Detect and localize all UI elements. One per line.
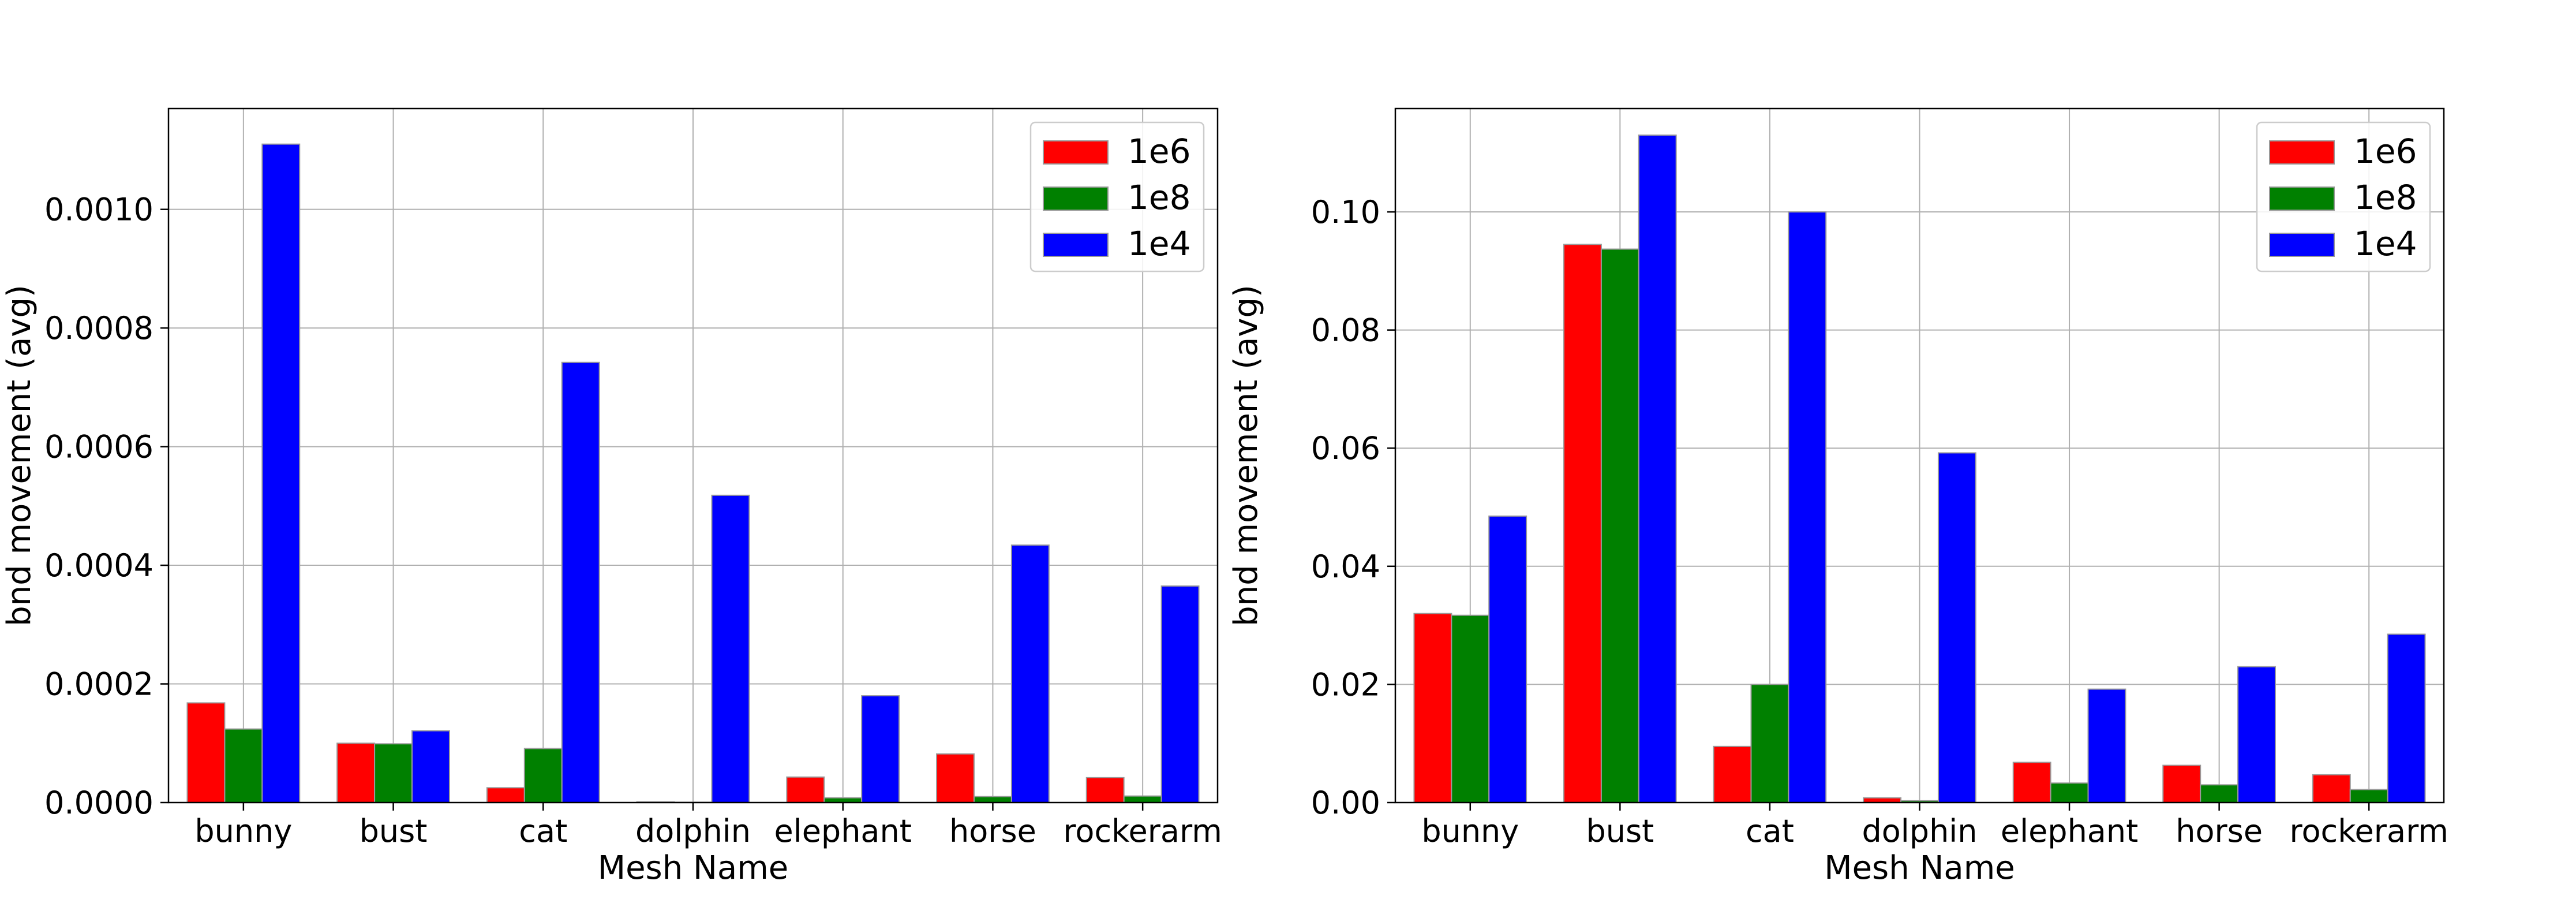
bar-1e6-bunny xyxy=(186,702,226,804)
bar-1e6-horse xyxy=(936,753,975,804)
legend-swatch-1e6 xyxy=(1043,140,1109,165)
bar-1e8-horse xyxy=(973,796,1012,803)
x-tick-label: horse xyxy=(2176,813,2263,849)
y-tick-label: 0.0010 xyxy=(44,192,153,228)
bar-1e4-bust xyxy=(1638,135,1677,803)
y-tick-label: 0.0002 xyxy=(44,666,153,703)
y-tick-label: 0.0004 xyxy=(44,547,153,584)
bar-1e4-horse xyxy=(1010,544,1050,804)
y-axis-label: bnd movement (avg) xyxy=(1,285,38,626)
x-tick-label: elephant xyxy=(774,813,911,849)
legend-label-1e6: 1e6 xyxy=(1128,132,1191,171)
chart-panel-2: 0.00 0.02 0.04 0.06 0.08 0.10 bunny bust cat dolp… xyxy=(1227,107,2448,887)
y-axis-label: bnd movement (avg) xyxy=(1227,285,1265,626)
x-tick-label: bunny xyxy=(194,813,292,849)
legend-label-1e4: 1e4 xyxy=(1128,224,1191,263)
y-tick-label: 0.06 xyxy=(1311,430,1380,467)
legend-label-1e8: 1e8 xyxy=(2354,178,2417,217)
x-tick-label: rockerarm xyxy=(1063,813,1222,849)
bar-1e6-bunny xyxy=(1413,613,1452,804)
bar-1e4-bust xyxy=(411,730,450,803)
chart-panel-1: 0.0000 0.0002 0.0004 0.0006 0.0008 0.0010 bunn… xyxy=(1,107,1222,887)
bar-1e6-bust xyxy=(336,742,376,804)
x-tick-label: cat xyxy=(519,813,567,849)
bar-1e4-cat xyxy=(1788,211,1827,803)
bar-1e4-dolphin xyxy=(711,494,750,803)
x-tick-label: dolphin xyxy=(635,813,751,849)
bar-1e4-cat xyxy=(561,361,600,803)
bar-1e6-elephant xyxy=(786,776,825,804)
legend: 1e6 1e8 1e4 xyxy=(2256,121,2431,273)
bar-1e4-rockerarm xyxy=(1160,585,1200,803)
bar-1e4-elephant xyxy=(2087,688,2126,804)
bar-1e4-elephant xyxy=(861,695,900,803)
bar-1e4-dolphin xyxy=(1937,452,1976,803)
bar-1e8-bunny xyxy=(1451,614,1490,803)
legend-swatch-1e4 xyxy=(2269,233,2335,257)
bar-1e8-cat xyxy=(523,748,563,803)
y-tick-label: 0.0006 xyxy=(44,429,153,465)
legend-label-1e6: 1e6 xyxy=(2354,132,2417,171)
bar-1e8-rockerarm xyxy=(2349,789,2388,804)
bar-1e8-bust xyxy=(374,743,413,804)
bar-1e8-rockerarm xyxy=(1123,795,1162,803)
legend-swatch-1e4 xyxy=(1043,233,1109,257)
legend-swatch-1e8 xyxy=(2269,186,2335,211)
bar-1e4-rockerarm xyxy=(2387,633,2426,803)
bar-1e8-elephant xyxy=(2050,782,2089,803)
y-tick-label: 0.0008 xyxy=(44,310,153,346)
x-tick-label: cat xyxy=(1746,813,1794,849)
x-tick-label: elephant xyxy=(2001,813,2138,849)
bar-1e6-rockerarm xyxy=(1085,777,1125,804)
x-tick-label: bust xyxy=(360,813,428,849)
x-tick-label: horse xyxy=(949,813,1036,849)
bar-1e8-bust xyxy=(1600,248,1639,803)
bar-1e6-rockerarm xyxy=(2312,774,2351,804)
y-tick-label: 0.04 xyxy=(1311,548,1380,585)
x-tick-label: rockerarm xyxy=(2289,813,2448,849)
legend-label-1e4: 1e4 xyxy=(2354,224,2417,263)
x-tick-label: dolphin xyxy=(1862,813,1977,849)
bar-1e6-bust xyxy=(1563,244,1602,803)
x-tick-label: bunny xyxy=(1421,813,1519,849)
y-tick-label: 0.10 xyxy=(1311,194,1380,230)
bar-1e6-cat xyxy=(486,787,525,804)
legend-label-1e8: 1e8 xyxy=(1128,178,1191,217)
bar-1e4-bunny xyxy=(1488,515,1527,804)
y-tick-label: 0.08 xyxy=(1311,312,1380,349)
bar-1e8-cat xyxy=(1750,684,1789,804)
bar-1e8-horse xyxy=(2200,784,2239,804)
bar-1e6-horse xyxy=(2162,764,2201,804)
bar-1e8-bunny xyxy=(224,728,263,803)
legend-swatch-1e8 xyxy=(1043,186,1109,211)
legend: 1e6 1e8 1e4 xyxy=(1029,121,1205,273)
x-axis-label: Mesh Name xyxy=(598,849,788,887)
y-tick-label: 0.00 xyxy=(1311,785,1380,821)
x-axis-label: Mesh Name xyxy=(1824,849,2015,887)
y-tick-label: 0.0000 xyxy=(44,785,153,821)
legend-swatch-1e6 xyxy=(2269,140,2335,165)
bar-1e4-bunny xyxy=(261,143,301,804)
bar-1e4-horse xyxy=(2237,666,2276,803)
x-tick-label: bust xyxy=(1586,813,1654,849)
y-tick-label: 0.02 xyxy=(1311,666,1380,703)
bar-1e6-cat xyxy=(1713,745,1752,803)
bar-1e6-elephant xyxy=(2012,762,2051,804)
